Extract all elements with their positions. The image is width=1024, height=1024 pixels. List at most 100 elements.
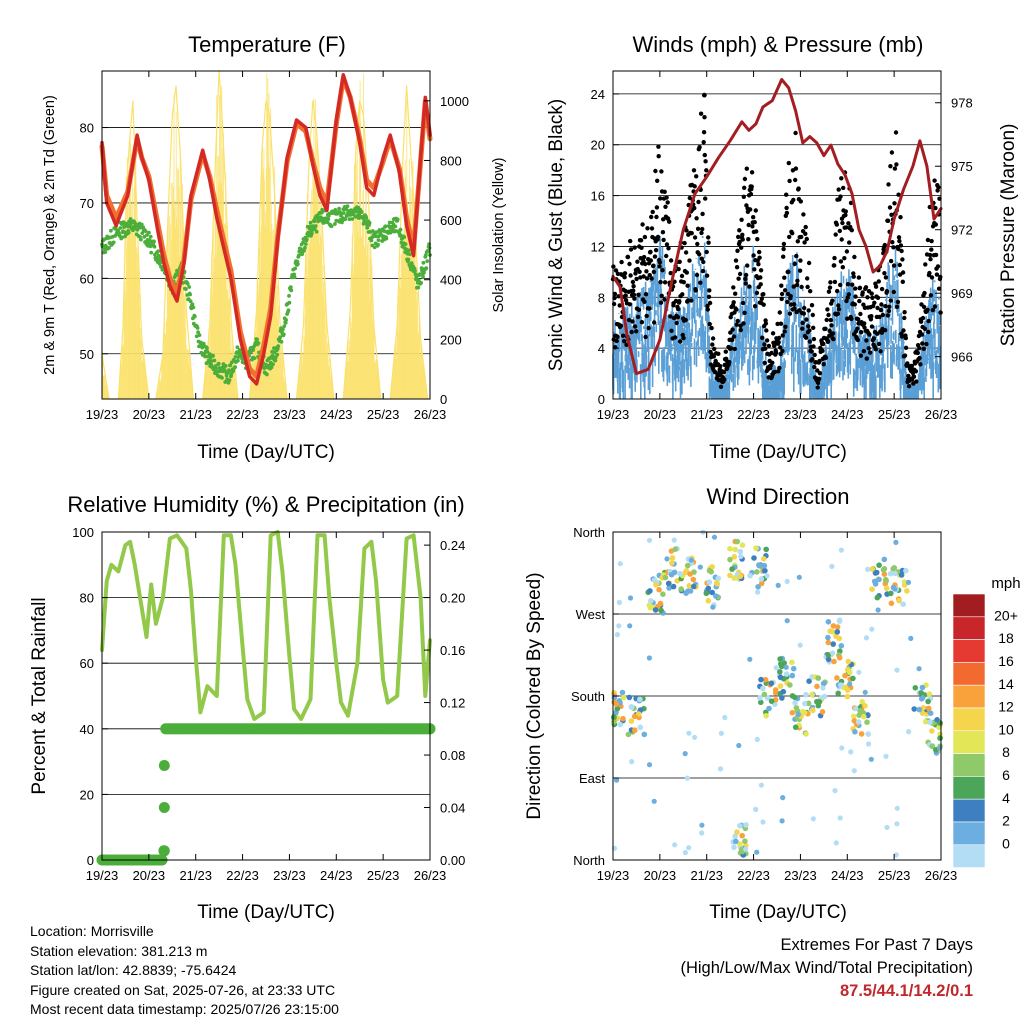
- direction-point: [758, 580, 765, 587]
- extremes-box: Extremes For Past 7 Days (High/Low/Max W…: [680, 934, 973, 1003]
- solar-y-ticks: 0 200 400 600 800 1000: [424, 94, 469, 407]
- gust-point: [906, 384, 912, 389]
- direction-point: [905, 579, 912, 586]
- gust-point: [902, 310, 907, 315]
- gust-point: [922, 290, 927, 296]
- gust-point: [669, 328, 674, 333]
- dewpoint-point: [284, 318, 288, 322]
- gust-point: [657, 260, 663, 265]
- direction-point: [927, 719, 933, 725]
- direction-point: [713, 593, 719, 599]
- gust-point: [763, 321, 769, 326]
- direction-point: [773, 665, 779, 671]
- gust-point: [710, 336, 716, 341]
- direction-point: [737, 548, 744, 555]
- gust-point: [892, 201, 897, 206]
- direction-point: [753, 806, 759, 813]
- gust-point: [618, 323, 624, 328]
- dewpoint-point: [209, 359, 214, 363]
- gust-point: [649, 276, 654, 281]
- gust-point: [643, 292, 649, 297]
- gust-point: [643, 334, 648, 340]
- gust-point: [880, 312, 886, 318]
- gust-point: [721, 370, 727, 375]
- dewpoint-point: [142, 235, 147, 239]
- dewpoint-point: [111, 240, 116, 245]
- direction-point: [890, 566, 896, 572]
- gust-point: [681, 280, 686, 285]
- gust-point: [805, 276, 810, 281]
- gust-point: [856, 275, 862, 280]
- gust-point: [862, 321, 867, 326]
- dewpoint-point: [288, 285, 293, 290]
- gust-point: [740, 237, 745, 242]
- gust-point: [857, 298, 862, 304]
- direction-point: [883, 585, 890, 591]
- gust-point: [934, 272, 940, 277]
- gust-point: [622, 339, 627, 344]
- gust-point: [927, 270, 932, 276]
- gust-point: [795, 239, 800, 244]
- gust-point: [913, 369, 919, 374]
- gust-point: [748, 191, 754, 197]
- precipitation-series: [96, 723, 436, 866]
- direction-point: [855, 719, 862, 725]
- gust-point: [873, 347, 878, 352]
- direction-point: [631, 713, 638, 720]
- gust-point: [636, 307, 642, 312]
- direction-point: [761, 691, 768, 698]
- gust-point: [922, 326, 928, 331]
- colorbar-swatch: [952, 730, 986, 754]
- direction-point: [690, 576, 697, 583]
- direction-point: [800, 708, 806, 715]
- gust-point: [784, 210, 790, 216]
- gust-point: [806, 324, 811, 329]
- x-tick-label: 23/23: [784, 407, 817, 422]
- gust-point: [641, 274, 646, 279]
- gust-point: [836, 187, 841, 192]
- gust-point: [740, 232, 745, 237]
- dewpoint-point: [409, 261, 414, 266]
- x-tick-label: 20/23: [644, 407, 677, 422]
- gust-point: [879, 286, 885, 292]
- direction-point: [760, 556, 767, 562]
- gust-point: [879, 330, 884, 335]
- direction-point: [789, 709, 796, 716]
- gust-point: [898, 243, 904, 248]
- gust-point: [830, 331, 836, 336]
- gust-point: [700, 226, 705, 232]
- gust-point: [893, 130, 899, 135]
- gust-point: [781, 241, 787, 247]
- dewpoint-point: [296, 262, 300, 266]
- gust-point: [898, 215, 903, 220]
- gust-point: [763, 346, 768, 351]
- gust-point: [836, 303, 841, 308]
- gust-point: [832, 279, 838, 285]
- gust-point: [875, 305, 880, 311]
- y-tick-label: 975: [951, 159, 973, 174]
- gust-point: [821, 341, 826, 347]
- gust-point: [676, 306, 681, 312]
- gust-point: [755, 237, 760, 242]
- gust-point: [675, 314, 681, 320]
- direction-point: [691, 583, 697, 590]
- gust-point: [620, 333, 626, 338]
- gust-point: [674, 320, 679, 326]
- direction-point: [762, 567, 768, 574]
- gust-point: [932, 178, 937, 183]
- gust-point: [733, 258, 739, 263]
- gust-point: [734, 322, 739, 327]
- y-tick-label: 400: [440, 273, 462, 288]
- gust-point: [746, 222, 751, 228]
- dewpoint-point: [364, 216, 369, 220]
- gust-point: [925, 307, 930, 312]
- direction-point: [894, 805, 900, 811]
- direction-point: [736, 742, 742, 749]
- direction-point: [756, 562, 762, 569]
- gust-point: [736, 276, 741, 281]
- gust-point: [849, 228, 854, 233]
- gust-point: [885, 218, 891, 223]
- gust-point: [827, 328, 832, 334]
- gust-point: [929, 238, 934, 244]
- dewpoint-point: [384, 236, 389, 241]
